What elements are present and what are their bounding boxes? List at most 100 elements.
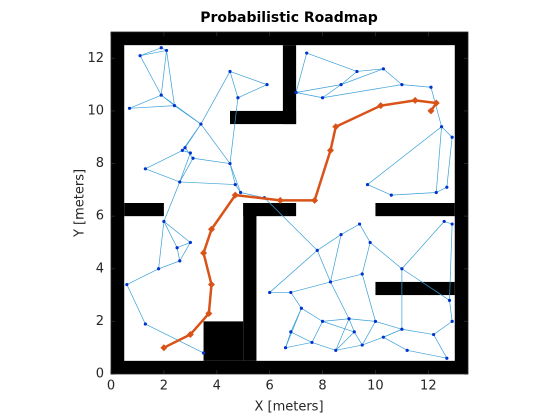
obstacle [375, 281, 455, 296]
roadmap-edge [290, 308, 302, 333]
path-waypoint [207, 225, 215, 233]
obstacle [230, 110, 297, 125]
obstacle [111, 32, 125, 374]
y-tick-label: 12 [87, 51, 104, 66]
roadmap-node [265, 83, 269, 87]
roadmap-edge [430, 87, 442, 127]
roadmap-node [283, 346, 288, 350]
roadmap-edge [401, 84, 432, 88]
roadmap-edge [161, 94, 202, 125]
y-tick-label: 6 [96, 209, 104, 224]
roadmap-edge [296, 92, 323, 99]
roadmap-edge [129, 105, 175, 109]
roadmap-edge [179, 242, 191, 262]
roadmap-edge [200, 71, 231, 125]
roadmap-edge [362, 336, 384, 346]
roadmap-edge [436, 186, 448, 193]
roadmap-edge [229, 71, 239, 98]
obstacle [203, 321, 244, 361]
roadmap-node [164, 48, 169, 53]
roadmap-node [320, 96, 325, 100]
roadmap-edge [285, 342, 313, 349]
roadmap-edge [126, 268, 159, 285]
roadmap-edge [359, 223, 371, 243]
roadmap-edge [348, 318, 376, 322]
roadmap-node [447, 298, 452, 302]
roadmap-edge [158, 260, 180, 270]
roadmap-edge [340, 68, 384, 85]
roadmap-node [238, 190, 243, 195]
roadmap-edge [441, 126, 453, 138]
roadmap-edge [330, 281, 350, 319]
roadmap-node [442, 219, 446, 224]
y-tick-label: 10 [87, 103, 104, 118]
path-waypoint [205, 309, 213, 317]
roadmap-node [289, 290, 293, 295]
roadmap-edge [229, 163, 241, 193]
roadmap-edge [335, 318, 350, 351]
roadmap-edge [290, 281, 331, 293]
roadmap-node [172, 104, 177, 108]
roadmap-node [162, 219, 166, 224]
roadmap-edge [269, 250, 318, 293]
roadmap-node [445, 185, 449, 189]
roadmap-edge [383, 328, 403, 338]
roadmap-edge [322, 321, 355, 333]
roadmap-edge [290, 292, 302, 309]
roadmap-node [328, 280, 333, 284]
roadmap-edge [237, 84, 268, 99]
roadmap-node [310, 340, 314, 345]
path-waypoint [276, 196, 284, 204]
roadmap-edge [435, 126, 442, 193]
roadmap-edge [383, 68, 403, 85]
roadmap-edge [449, 224, 453, 301]
x-tick-label: 8 [318, 379, 326, 394]
path-waypoint [427, 107, 435, 115]
y-axis-label: Y [meters] [73, 169, 88, 238]
roadmap-edge [296, 84, 342, 93]
roadmap-edge [401, 268, 450, 301]
path-waypoint [311, 196, 319, 204]
roadmap-edge [129, 94, 162, 109]
y-tick-label: 2 [96, 314, 104, 329]
roadmap-edge [361, 273, 376, 322]
roadmap-node [199, 122, 203, 126]
roadmap-node [188, 151, 192, 155]
roadmap-node [178, 180, 182, 184]
roadmap-edge [335, 344, 363, 351]
plot-area [111, 32, 468, 374]
roadmap-edge [367, 184, 392, 196]
x-tick-label: 2 [160, 379, 168, 394]
y-tick-label: 4 [96, 261, 104, 276]
roadmap-edge [179, 152, 191, 183]
roadmap-node [339, 232, 343, 237]
roadmap-node [381, 335, 385, 339]
roadmap-edge [285, 331, 292, 348]
roadmap-edge [145, 150, 183, 170]
roadmap-edge [163, 221, 178, 248]
roadmap-node [228, 69, 232, 74]
roadmap-node [357, 222, 362, 226]
roadmap-edge [311, 342, 336, 351]
roadmap-node [159, 46, 163, 50]
roadmap-edge [184, 123, 202, 148]
chart-title: Probabilistic Roadmap [200, 10, 378, 26]
roadmap-edge [229, 163, 236, 185]
roadmap-node [450, 319, 454, 323]
roadmap-edge [367, 126, 442, 185]
y-tick-label: 8 [96, 156, 104, 171]
obstacle [111, 32, 468, 46]
roadmap-node [360, 343, 364, 347]
roadmap-node [320, 319, 325, 323]
obstacle [124, 203, 164, 217]
roadmap-edge [163, 181, 181, 222]
obstacle [282, 45, 297, 125]
roadmap-edge [200, 123, 231, 164]
roadmap-edge [348, 318, 355, 333]
path-waypoint [207, 281, 215, 289]
roadmap-edge [264, 197, 318, 251]
roadmap-edge [322, 318, 350, 322]
roadmap-edge [401, 221, 445, 270]
roadmap-edge [158, 221, 165, 269]
